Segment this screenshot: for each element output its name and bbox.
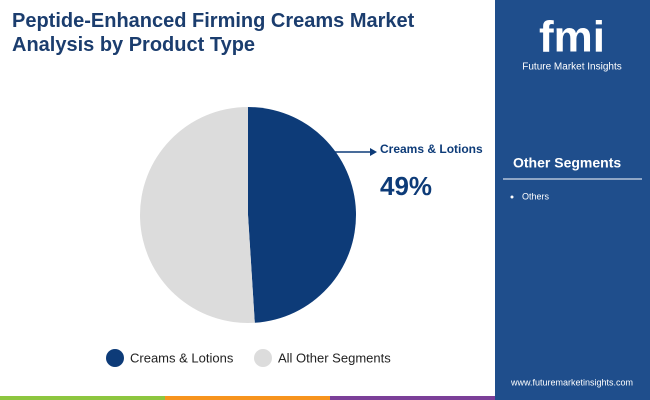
brand-name: Future Market Insights [522, 62, 621, 73]
sidebar-item: Others [522, 191, 550, 201]
legend-swatch [106, 349, 124, 367]
legend-swatch [254, 349, 272, 367]
footer-strip [495, 396, 650, 400]
footer-strip [0, 396, 165, 400]
footer-strip [165, 396, 330, 400]
pie-slice [248, 107, 357, 323]
legend-label: Creams & Lotions [130, 350, 234, 365]
legend-label: All Other Segments [278, 350, 391, 365]
callout-label: Creams & Lotions [380, 142, 483, 156]
brand-url: www.futuremarketinsights.com [510, 377, 633, 387]
callout-arrow [370, 148, 377, 156]
data-label: 49% [380, 171, 432, 201]
bullet [510, 195, 514, 199]
pie-slice [140, 107, 255, 323]
footer-strip [330, 396, 495, 400]
brand-logo: fmi [539, 13, 605, 62]
sidebar-panel [495, 0, 650, 400]
chart-title: Peptide-Enhanced Firming Creams Market An… [12, 10, 415, 56]
sidebar-heading: Other Segments [513, 155, 621, 171]
